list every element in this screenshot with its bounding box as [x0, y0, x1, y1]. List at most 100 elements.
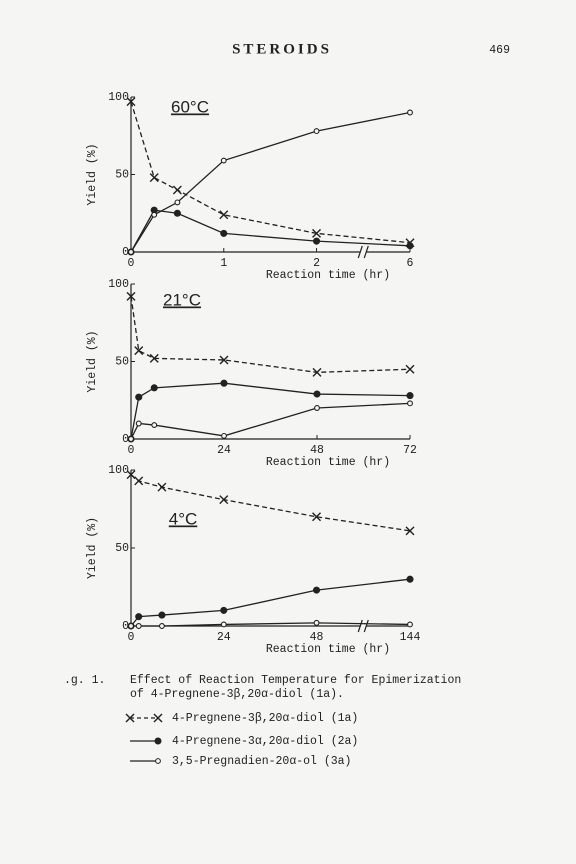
marker-x: [219, 355, 229, 365]
marker-open: [135, 420, 142, 427]
marker-open: [158, 623, 165, 629]
marker-filled: [220, 379, 228, 387]
marker-x: [126, 291, 136, 301]
legend-marker: [155, 758, 161, 764]
x-tick-label: 0: [128, 631, 135, 644]
caption-line: of 4-Pregnene-3β,20α-diol (1a).: [130, 688, 344, 701]
x-axis-label: Reaction time (hr): [266, 269, 390, 282]
series-line: [130, 382, 411, 440]
x-axis-label: Reaction time (hr): [266, 456, 390, 469]
marker-open: [221, 432, 227, 439]
marker-open: [314, 405, 320, 411]
axis-break: [357, 245, 363, 259]
x-tick-label: 0: [128, 257, 135, 270]
chart-title: 4°C: [169, 509, 198, 528]
marker-open: [407, 621, 413, 628]
y-tick-label: 100: [108, 278, 129, 291]
marker-filled: [220, 229, 228, 237]
marker-x: [157, 482, 167, 492]
marker-open: [407, 400, 413, 407]
marker-stroke: [219, 495, 229, 505]
series-line: [130, 101, 411, 244]
marker-x: [126, 97, 136, 107]
marker-open: [407, 109, 413, 116]
marker-x: [312, 228, 322, 238]
marker-x: [405, 526, 415, 536]
chart-title: 21°C: [163, 290, 201, 309]
legend-label: 4-Pregnene-3β,20α-diol (1a): [172, 712, 358, 725]
marker-filled: [406, 392, 414, 400]
y-axis-label: Yield (%): [86, 143, 99, 205]
series-line: [130, 402, 411, 440]
marker-stroke: [312, 512, 322, 522]
marker-stroke: [219, 210, 229, 220]
marker-filled: [135, 613, 143, 621]
y-tick-label: 50: [115, 542, 129, 555]
axis-break: [363, 619, 369, 633]
marker-filled: [312, 237, 321, 245]
y-tick-label: 0: [122, 433, 129, 446]
marker-open: [128, 436, 134, 442]
legend-label: 3,5-Pregnadien-20α-ol (3a): [172, 755, 351, 768]
marker-stroke: [405, 526, 415, 536]
caption-line: Effect of Reaction Temperature for Epime…: [130, 674, 461, 687]
axis-break: [363, 245, 369, 259]
marker-x: [312, 512, 322, 522]
marker-stroke: [172, 185, 182, 195]
y-axis-label: Yield (%): [86, 330, 99, 392]
marker-filled: [150, 384, 158, 392]
marker-filled: [312, 586, 321, 594]
y-tick-label: 100: [108, 91, 129, 104]
marker-x: [312, 367, 322, 377]
marker-stroke: [405, 364, 415, 374]
x-tick-label: 48: [310, 444, 324, 457]
marker-x: [172, 185, 182, 195]
marker-stroke: [312, 228, 322, 238]
series-line: [130, 296, 411, 374]
marker-stroke: [134, 346, 144, 356]
marker-x: [405, 364, 415, 374]
marker-stroke: [126, 97, 136, 107]
marker-x: [134, 346, 144, 356]
x-tick-label: 24: [217, 631, 231, 644]
journal-name: STEROIDS: [232, 41, 332, 57]
marker-open: [220, 621, 227, 628]
marker-x: [149, 353, 159, 363]
marker-x: [149, 173, 159, 183]
marker-stroke: [219, 355, 229, 365]
marker-filled: [313, 390, 321, 398]
marker-stroke: [157, 482, 167, 492]
marker-open: [128, 249, 134, 255]
marker-stroke: [149, 173, 159, 183]
marker-stroke: [126, 470, 136, 480]
x-tick-label: 6: [407, 257, 414, 270]
x-tick-label: 72: [403, 444, 417, 457]
y-tick-label: 50: [115, 356, 129, 369]
marker-open: [151, 211, 158, 218]
marker-open: [174, 199, 181, 206]
legend-label: 4-Pregnene-3α,20α-diol (2a): [172, 735, 358, 748]
marker-open: [151, 422, 158, 428]
marker-x: [134, 476, 144, 486]
chart-title: 60°C: [171, 97, 209, 116]
y-tick-label: 100: [108, 464, 129, 477]
marker-open: [128, 623, 134, 629]
marker-open: [135, 623, 142, 629]
marker-stroke: [149, 353, 159, 363]
marker-filled: [220, 606, 228, 614]
marker-x: [126, 470, 136, 480]
marker-x: [219, 210, 229, 220]
marker-stroke: [126, 291, 136, 301]
y-tick-label: 0: [122, 620, 129, 633]
marker-filled: [406, 242, 414, 250]
marker-filled: [135, 393, 143, 401]
legend-marker: [125, 713, 135, 723]
axis-break: [357, 619, 363, 633]
marker-stroke: [134, 476, 144, 486]
marker-open: [313, 128, 320, 135]
series-line: [130, 578, 411, 627]
series-line: [130, 209, 411, 253]
page-number: 469: [489, 44, 510, 57]
marker-filled: [173, 209, 181, 217]
